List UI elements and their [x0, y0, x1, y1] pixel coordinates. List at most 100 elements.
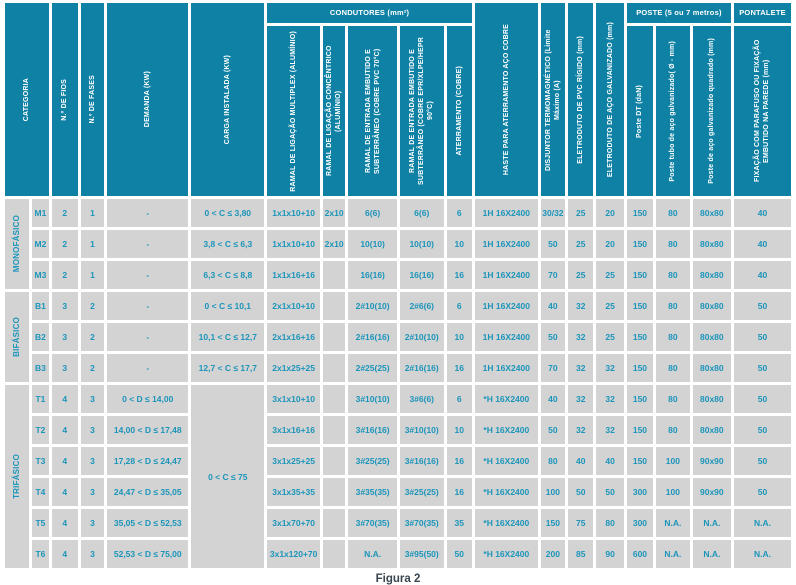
cell-fases: 3 [80, 478, 105, 506]
cell-fios: 4 [51, 540, 78, 568]
row-code: T6 [32, 540, 49, 568]
cell-multiplex: 3x1x16+16 [267, 416, 320, 444]
cell-disjuntor: 70 [540, 354, 566, 382]
col-header-aterramento: ATERRAMENTO (COBRE) [446, 26, 472, 196]
col-header-ramal-epr90-text: RAMAL DE ENTRADA EMBUTIDO E SUBTERRÂNEO … [409, 37, 435, 185]
cell-haste: 1H 16X2400 [474, 323, 538, 351]
col-header-poste-tubo: Poste tubo de aço galvanizado( Ø - mm) [656, 26, 690, 196]
cell-disjuntor: 50 [540, 230, 566, 258]
cell-haste: *H 16X2400 [474, 385, 538, 413]
figure-caption: Figura 2 [375, 573, 421, 585]
cell-multiplex: 3x1x35+35 [267, 478, 320, 506]
cell-eletroduto_aco: 20 [596, 230, 624, 258]
cell-epr90: 10(10) [399, 230, 444, 258]
table-row: MONOFÁSICO M1 2 1-0 < C ≤ 3,80 1x1x10+10 2x10… [5, 199, 791, 289]
cell-fases: 1 [80, 230, 105, 258]
cell-epr90: 2#10(10) [399, 323, 444, 351]
table-row: T3 4 3 17,28 < D ≤ 24,47 3x1x25+25 3#25(25) 3#… [5, 447, 791, 475]
cell-poste_quadrado: 80x80 [692, 230, 732, 258]
cell-epr90: 2#16(16) [399, 354, 444, 382]
cell-eletroduto_aco: 25 [596, 323, 624, 351]
col-header-eletroduto-pvc: ELETRODUTO DE PVC RÍGIDO (mm) [568, 3, 594, 196]
cell-fios: 3 [51, 292, 78, 320]
table-row: B2 3 2-10,1 < C ≤ 12,7 2x1x16+16 2#16(16) 2#1… [5, 323, 791, 351]
cell-poste_tubo: 100 [656, 447, 690, 475]
cell-fases: 1 [80, 261, 105, 289]
cell-fases: 3 [80, 385, 105, 413]
cell-epr90: 3#70(35) [399, 509, 444, 537]
cell-pontalete: 50 [734, 478, 791, 506]
table-row: T6 4 3 52,53 < D ≤ 75,00 3x1x120+70 N.A. 3#95(… [5, 540, 791, 568]
cell-multiplex: 1x1x10+10 [267, 230, 320, 258]
header-group-row: CATEGORIA N.º DE FIOS N.º DE FASES DEMAN… [5, 3, 791, 196]
cell-pvc70: 2#10(10) [348, 292, 397, 320]
col-header-ramal-epr90: RAMAL DE ENTRADA EMBUTIDO E SUBTERRÂNEO … [399, 26, 444, 196]
cell-disjuntor: 50 [540, 323, 566, 351]
cell-poste_tubo: 80 [656, 385, 690, 413]
cell-haste: *H 16X2400 [474, 416, 538, 444]
cell-aterramento: 6 [446, 199, 472, 227]
cell-disjuntor: 100 [540, 478, 566, 506]
section-label-text: TRIFÁSICO [11, 454, 21, 499]
section-label: BIFÁSICO [5, 292, 30, 382]
cell-epr90: 2#6(6) [399, 292, 444, 320]
cell-pontalete: 50 [734, 447, 791, 475]
col-header-poste-quadrado-text: Poste de aço galvanizado quadrado (mm) [708, 38, 716, 184]
cell-disjuntor: 70 [540, 261, 566, 289]
cell-fios: 4 [51, 416, 78, 444]
cell-epr90: 3#95(50) [399, 540, 444, 568]
cell-poste_tubo: 80 [656, 323, 690, 351]
cell-concentrico [322, 478, 346, 506]
cell-fases: 1 [80, 199, 105, 227]
col-header-disjuntor: DISJUNTOR TERMOMAGNÉTICO (Limite Máximo … [540, 3, 566, 196]
cell-pontalete: 50 [734, 416, 791, 444]
col-header-ramal-pvc70: RAMAL DE ENTRADA EMBUTIDO E SUBTERRÂNEO … [348, 26, 397, 196]
cell-poste_tubo: 80 [656, 261, 690, 289]
cell-concentrico [322, 416, 346, 444]
col-header-ramal-multiplex: RAMAL DE LIGAÇÃO MULTIPLEX (ALUMÍNIO) [267, 26, 320, 196]
cell-concentrico: 2x10 [322, 199, 346, 227]
cell-fases: 3 [80, 540, 105, 568]
cell-carga: 12,7 < C ≤ 17,7 [191, 354, 265, 382]
col-group-poste: POSTE (5 ou 7 metros) [626, 3, 732, 23]
cell-demanda: - [107, 323, 189, 351]
row-code: B3 [32, 354, 49, 382]
header-sub-row: RAMAL DE LIGAÇÃO MULTIPLEX (ALUMÍNIO) RA… [5, 26, 791, 196]
cell-poste_quadrado: 80x80 [692, 354, 732, 382]
cell-concentrico [322, 447, 346, 475]
cell-multiplex: 3x1x70+70 [267, 509, 320, 537]
col-header-demanda-text: DEMANDA (KW) [144, 71, 152, 128]
cell-demanda: - [107, 199, 189, 227]
cell-eletroduto_pvc: 32 [568, 416, 594, 444]
cell-poste_dt: 300 [626, 509, 654, 537]
cell-demanda: - [107, 354, 189, 382]
cell-multiplex: 2x1x10+10 [267, 292, 320, 320]
cell-demanda: - [107, 230, 189, 258]
row-code: T5 [32, 509, 49, 537]
cell-haste: 1H 16X2400 [474, 292, 538, 320]
cell-poste_quadrado: 80x80 [692, 385, 732, 413]
cell-poste_tubo: N.A. [656, 509, 690, 537]
cell-poste_dt: 150 [626, 416, 654, 444]
row-code: T2 [32, 416, 49, 444]
cell-haste: 1H 16X2400 [474, 230, 538, 258]
cell-pontalete: 40 [734, 199, 791, 227]
cell-concentrico [322, 354, 346, 382]
col-header-disjuntor-text: DISJUNTOR TERMOMAGNÉTICO (Limite Máximo … [544, 28, 561, 171]
cell-poste_quadrado: 80x80 [692, 292, 732, 320]
cell-pontalete: 50 [734, 354, 791, 382]
cell-pontalete: 50 [734, 385, 791, 413]
cell-fases: 3 [80, 509, 105, 537]
cell-poste_dt: 150 [626, 261, 654, 289]
cell-eletroduto_aco: 20 [596, 199, 624, 227]
cell-disjuntor: 40 [540, 385, 566, 413]
table-row: T4 4 3 24,47 < D ≤ 35,05 3x1x35+35 3#35(35) 3#… [5, 478, 791, 506]
cell-fios: 4 [51, 478, 78, 506]
cell-disjuntor: 80 [540, 447, 566, 475]
cell-fios: 2 [51, 199, 78, 227]
col-header-carga-instalada: CARGA INSTALADA (KW) [191, 3, 265, 196]
cell-eletroduto_aco: 32 [596, 416, 624, 444]
cell-aterramento: 16 [446, 354, 472, 382]
col-header-ramal-pvc70-text: RAMAL DE ENTRADA EMBUTIDO E SUBTERRÂNEO … [364, 48, 381, 174]
cell-eletroduto_aco: 90 [596, 540, 624, 568]
